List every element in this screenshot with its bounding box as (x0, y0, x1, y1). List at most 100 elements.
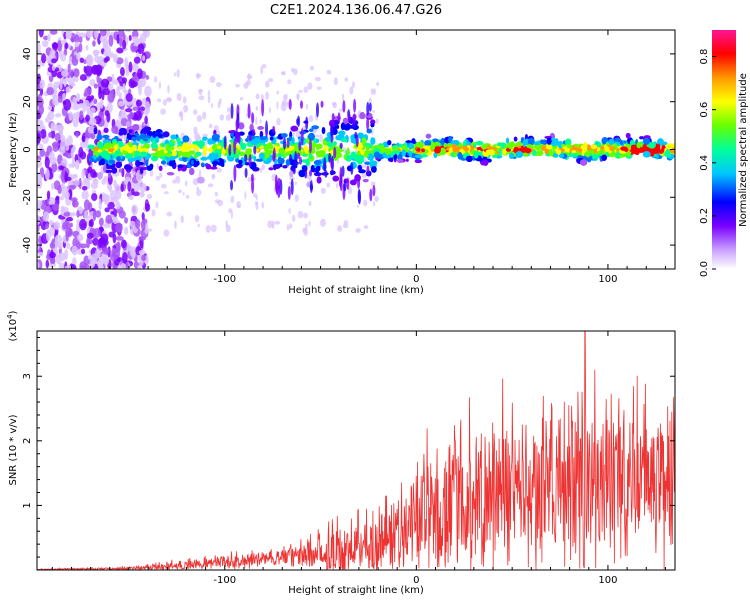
spectrogram-y-label: Frequency (Hz) (8, 112, 19, 188)
spectrogram-noise-mark (162, 99, 168, 106)
spectrogram-noise-mark (79, 57, 85, 64)
spectrogram-signal-mark (134, 150, 141, 156)
spectrogram-noise-mark (175, 175, 181, 184)
spectrogram-noise-mark (37, 214, 41, 226)
spectrogram-signal-mark (583, 142, 588, 150)
spectrogram-signal-mark (250, 141, 258, 146)
spectrogram-signal-mark (177, 164, 184, 169)
spectrogram-streak-mark (235, 118, 239, 130)
spectrogram-signal-mark (482, 160, 488, 165)
spectrogram-signal-mark (608, 138, 615, 146)
spectrogram-noise-mark (49, 226, 56, 237)
spectrogram-streak-mark (253, 145, 257, 155)
spectrogram-noise-mark (100, 78, 109, 88)
spectrogram-noise-mark (144, 101, 151, 112)
spectrogram-streak-mark (339, 173, 343, 192)
spectrogram-noise-mark (131, 204, 138, 216)
spectrogram-noise-mark (51, 203, 60, 212)
spectrogram-signal-mark (192, 141, 197, 145)
spectrogram-signal-mark (220, 162, 225, 168)
spectrogram-signal-mark (586, 146, 592, 150)
spectrogram-signal-mark (643, 137, 651, 145)
spectrogram-signal-mark (486, 146, 493, 150)
spectrogram-noise-mark (63, 211, 71, 217)
spectrogram-signal-mark (289, 145, 295, 151)
spectrogram-noise-mark (119, 36, 123, 48)
snr-x-tick-label: -100 (213, 575, 236, 586)
spectrogram-signal-mark (97, 171, 103, 180)
spectrogram-signal-mark (359, 111, 366, 120)
spectrogram-noise-mark (372, 88, 377, 95)
spectrogram-signal-mark (173, 146, 179, 150)
spectrogram-noise-mark (120, 239, 127, 249)
spectrogram-noise-mark (38, 104, 45, 115)
spectrogram-streak-mark (372, 184, 376, 197)
spectrogram-noise-mark (133, 56, 141, 64)
spectrogram-noise-mark (314, 76, 321, 82)
spectrogram-noise-mark (308, 115, 314, 122)
spectrogram-noise-mark (101, 178, 107, 185)
spectrogram-noise-mark (85, 54, 94, 67)
spectrogram-noise-mark (60, 139, 66, 151)
spectrogram-signal-mark (571, 153, 578, 157)
spectrogram-noise-mark (118, 210, 126, 219)
spectrogram-x-tick-label: -100 (213, 274, 236, 285)
spectrogram-signal-mark (132, 144, 138, 152)
spectrogram-signal-mark (255, 158, 264, 162)
spectrogram-signal-mark (324, 136, 332, 142)
spectrogram-noise-mark (76, 52, 81, 61)
spectrogram-signal-mark (601, 154, 608, 161)
spectrogram-noise-mark (64, 191, 70, 199)
spectrogram-signal-mark (465, 155, 471, 162)
spectrogram-signal-mark (165, 143, 170, 152)
spectrogram-y-tick-label: -20 (22, 189, 33, 205)
spectrogram-signal-mark (188, 167, 195, 176)
spectrogram-noise-mark (363, 225, 369, 229)
spectrogram-noise-mark (120, 263, 127, 269)
spectrogram-noise-mark (332, 101, 337, 109)
spectrogram-noise-mark (226, 107, 230, 113)
spectrogram-noise-mark (50, 258, 56, 265)
spectrogram-noise-mark (72, 75, 79, 83)
spectrogram-noise-mark (65, 143, 70, 151)
spectrogram-signal-mark (342, 117, 349, 125)
spectrogram-noise-mark (118, 92, 123, 100)
snr-y-label: SNR (10 * v/v) (8, 414, 19, 485)
spectrogram-noise-mark (261, 201, 265, 209)
spectrogram-signal-mark (311, 142, 317, 148)
spectrogram-noise-mark (123, 226, 129, 235)
spectrogram-noise-mark (255, 116, 258, 126)
spectrogram-noise-mark (46, 114, 51, 123)
spectrogram-signal-mark (237, 122, 245, 130)
spectrogram-signal-mark (351, 123, 357, 128)
spectrogram-noise-mark (62, 92, 67, 100)
spectrogram-noise-mark (64, 218, 69, 230)
spectrogram-noise-mark (116, 47, 124, 54)
spectrogram-noise-mark (127, 181, 132, 193)
spectrogram-noise-mark (159, 172, 163, 178)
spectrogram-noise-mark (210, 224, 217, 233)
spectrogram-noise-mark (144, 85, 152, 97)
spectrogram-noise-mark (265, 80, 270, 88)
spectrogram-signal-mark (105, 169, 113, 174)
spectrogram-noise-mark (79, 74, 87, 82)
spectrogram-noise-mark (139, 182, 147, 193)
spectrogram-noise-mark (247, 177, 252, 183)
spectrogram-signal-mark (311, 125, 320, 130)
snr-y-tick-label: 2 (22, 438, 33, 444)
spectrogram-noise-mark (79, 110, 84, 121)
spectrogram-noise-mark (149, 169, 154, 177)
spectrogram-streak-mark (368, 102, 372, 112)
spectrogram-noise-mark (103, 50, 109, 57)
spectrogram-signal-mark (433, 141, 441, 147)
spectrogram-streak-mark (369, 188, 373, 202)
spectrogram-signal-mark (513, 136, 518, 142)
spectrogram-noise-mark (87, 125, 96, 134)
spectrogram-noise-mark (219, 114, 225, 121)
spectrogram-noise-mark (132, 191, 140, 197)
spectrogram-signal-mark (122, 130, 127, 134)
spectrogram-noise-mark (72, 119, 79, 128)
spectrogram-noise-mark (276, 90, 280, 95)
spectrogram-signal-mark (370, 123, 375, 128)
spectrogram-signal-mark (506, 142, 515, 147)
